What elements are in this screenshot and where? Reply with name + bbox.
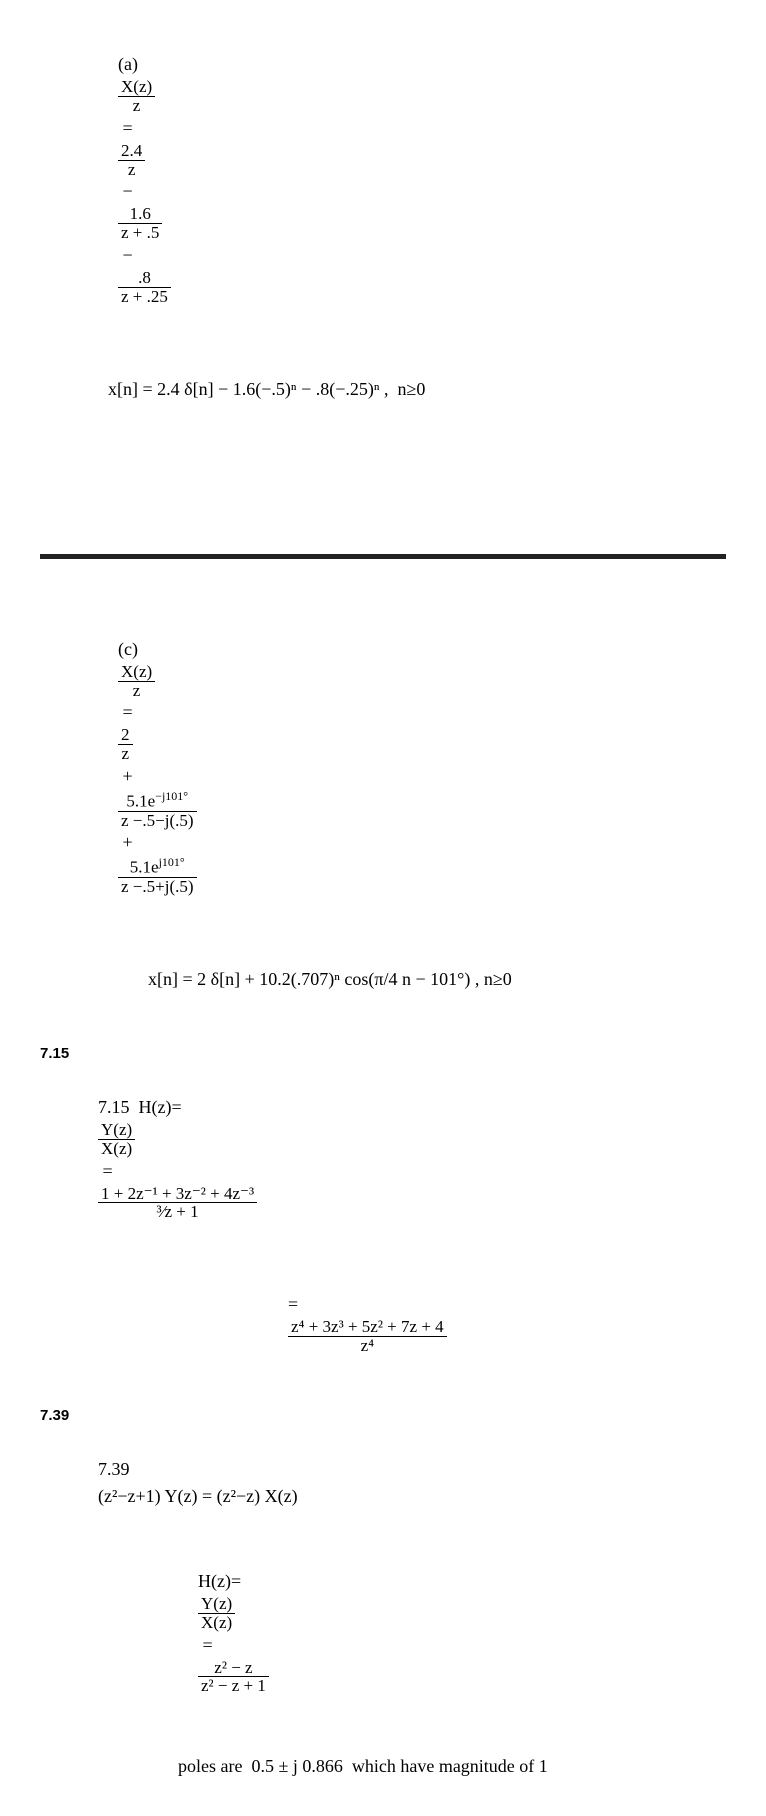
tag-715: 7.15 <box>98 1097 130 1117</box>
tag-739: 7.39 <box>98 1459 130 1479</box>
section-7-15-label: 7.15 <box>40 1045 726 1062</box>
p715-line2: = z⁴ + 3z³ + 5z² + 7z + 4z⁴ <box>40 1264 726 1382</box>
p739-line2: H(z)= Y(z)X(z) = z² − zz² − z + 1 <box>40 1541 726 1722</box>
part-c-line1: (c) X(z)z = 2z + 5.1e−j101°z −.5−j(.5) +… <box>40 609 726 923</box>
section-7-39-label: 7.39 <box>40 1407 726 1424</box>
part-a-line2: x[n] = 2.4 δ[n] − 1.6(−.5)ⁿ − .8(−.25)ⁿ … <box>40 349 726 430</box>
divider <box>40 554 726 559</box>
part-c-line2: x[n] = 2 δ[n] + 10.2(.707)ⁿ cos(π/4 n − … <box>40 939 726 1020</box>
part-a-line1: (a) X(z)z = 2.4z − 1.6z + .5 − .8z + .25 <box>40 24 726 333</box>
p715-line1: 7.15 H(z)= Y(z)X(z) = 1 + 2z⁻¹ + 3z⁻² + … <box>40 1067 726 1248</box>
page: (a) X(z)z = 2.4z − 1.6z + .5 − .8z + .25… <box>0 0 766 1816</box>
part-a-eq2: x[n] = 2.4 δ[n] − 1.6(−.5)ⁿ − .8(−.25)ⁿ … <box>108 379 425 399</box>
p739-eq3: poles are 0.5 ± j 0.866 which have magni… <box>178 1756 548 1776</box>
p739-eq1: (z²−z+1) Y(z) = (z²−z) X(z) <box>98 1486 298 1506</box>
tag-a: (a) <box>118 54 138 74</box>
p739-line4: so it is marginally stable <box>40 1811 726 1816</box>
p739-line3: poles are 0.5 ± j 0.866 which have magni… <box>40 1726 726 1807</box>
tag-c: (c) <box>118 639 138 659</box>
part-c-eq2: x[n] = 2 δ[n] + 10.2(.707)ⁿ cos(π/4 n − … <box>148 969 512 989</box>
p739-line1: 7.39 (z²−z+1) Y(z) = (z²−z) X(z) <box>40 1429 726 1537</box>
